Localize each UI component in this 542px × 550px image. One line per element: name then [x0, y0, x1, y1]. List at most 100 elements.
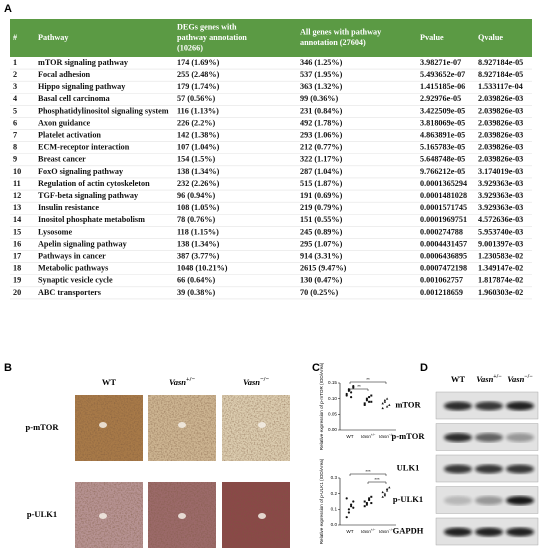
table-header-bg — [10, 19, 532, 57]
ihc-texture — [222, 482, 290, 548]
header-text: All genes with pathway — [300, 28, 382, 37]
blot-band — [506, 527, 534, 537]
y-tick-label: 0.2 — [331, 491, 338, 496]
data-point — [352, 506, 355, 509]
data-point — [370, 495, 373, 498]
header-text: (10266) — [177, 43, 203, 52]
data-point — [347, 508, 350, 511]
data-point — [368, 498, 371, 501]
table-cell: 1 — [13, 58, 17, 67]
y-tick-label: 0.05 — [328, 412, 337, 417]
table-cell: 179 (1.74%) — [177, 82, 220, 91]
sig-bracket — [349, 388, 369, 391]
data-point — [385, 489, 389, 492]
group-label: WT — [451, 374, 466, 384]
y-axis-label: Relative expression of p-mTOR (IOD/Area) — [319, 362, 324, 450]
table-cell: Hippo signaling pathway — [38, 82, 126, 91]
ihc-texture — [75, 482, 143, 548]
table-cell: 78 (0.76%) — [177, 215, 215, 224]
table-cell: TGF-beta signaling pathway — [38, 191, 139, 200]
gene-name: Vasn — [361, 529, 372, 534]
sig-label: *** — [365, 469, 371, 474]
header-text: pathway annotation — [177, 33, 247, 42]
blot-band — [444, 401, 472, 411]
table-cell: 116 (1.13%) — [177, 106, 219, 115]
table-cell: 57 (0.56%) — [177, 94, 215, 103]
table-cell: 107 (1.04%) — [177, 143, 220, 152]
data-point — [352, 386, 355, 389]
data-point — [365, 502, 368, 505]
genotype: −/− — [524, 374, 533, 380]
table-cell: 232 (2.26%) — [177, 179, 220, 188]
table-cell: 2.039826e-03 — [478, 143, 523, 152]
table-cell: Pathways in cancer — [38, 251, 106, 260]
data-point — [350, 503, 353, 506]
data-point — [350, 391, 353, 394]
y-tick-label: 0.3 — [331, 475, 338, 480]
table-cell: 1.230583e-02 — [478, 251, 523, 260]
table-cell: 1.817874e-02 — [478, 276, 523, 285]
table-cell: 96 (0.94%) — [177, 191, 215, 200]
genotype: −/− — [389, 528, 394, 532]
table-cell: Insulin resistance — [38, 203, 99, 212]
data-point — [345, 392, 348, 396]
table-cell: 9 — [13, 155, 17, 164]
header-text: Pvalue — [420, 33, 444, 42]
table-cell: 1.960303e-02 — [478, 288, 523, 297]
table-cell: 3.174019e-03 — [478, 167, 523, 176]
table-cell: 3.818069e-05 — [420, 118, 465, 127]
table-cell: 287 (1.04%) — [300, 167, 343, 176]
group-text: WT — [451, 374, 466, 384]
group-label: Vasn+/− — [169, 376, 195, 387]
table-cell: 5.953740e-03 — [478, 227, 523, 236]
table-cell: 293 (1.06%) — [300, 130, 343, 139]
data-point — [347, 388, 350, 391]
table-cell: Lysosome — [38, 227, 72, 236]
table-cell: 5.165783e-05 — [420, 143, 465, 152]
table-cell: 2.92976e-05 — [420, 94, 461, 103]
table-cell: 2.039826e-03 — [478, 118, 523, 127]
table-cell: 2.039826e-03 — [478, 130, 523, 139]
table-cell: 14 — [13, 215, 21, 224]
data-point — [370, 502, 373, 505]
blot-label: mTOR — [395, 399, 421, 409]
table-cell: 39 (0.38%) — [177, 288, 215, 297]
table-cell: 2.039826e-03 — [478, 106, 523, 115]
gene-name: Vasn — [476, 374, 493, 384]
table-cell: 4.572636e-03 — [478, 215, 523, 224]
table-cell: 2615 (9.47%) — [300, 264, 347, 273]
gene-name: Vasn — [379, 434, 390, 439]
data-point — [368, 497, 371, 500]
table-cell: 0.0001969751 — [420, 215, 467, 224]
genotype: +/− — [186, 376, 195, 383]
table-cell: 226 (2.2%) — [177, 118, 215, 127]
panel-label: A — [4, 3, 12, 15]
group-label: Vasn−/− — [379, 433, 394, 439]
data-point — [347, 511, 350, 514]
blot-label: p-ULK1 — [393, 494, 423, 504]
table-cell: 1048 (10.21%) — [177, 264, 228, 273]
data-point — [345, 516, 348, 519]
gene-name: Vasn — [361, 434, 372, 439]
table-cell: 13 — [13, 203, 21, 212]
genotype: +/− — [493, 374, 502, 380]
table-cell: 17 — [13, 251, 21, 260]
table-cell: 0.0004431457 — [420, 239, 467, 248]
data-point — [385, 405, 389, 408]
ihc-texture — [75, 395, 143, 461]
table-cell: 2 — [13, 70, 17, 79]
table-cell: 18 — [13, 264, 21, 273]
header-text: annotation (27604) — [300, 38, 366, 47]
group-text: WT — [346, 434, 353, 439]
genotype: +/− — [371, 528, 376, 532]
vessel — [99, 513, 107, 519]
table-cell: Apelin signaling pathway — [38, 239, 128, 248]
table-cell: 0.0001481028 — [420, 191, 467, 200]
table-cell: 8.927184e-05 — [478, 70, 523, 79]
table-cell: 3.929363e-03 — [478, 191, 523, 200]
table-cell: 9.766212e-05 — [420, 167, 465, 176]
blot-band — [506, 496, 534, 505]
table-cell: 20 — [13, 288, 21, 297]
data-point — [383, 399, 387, 402]
